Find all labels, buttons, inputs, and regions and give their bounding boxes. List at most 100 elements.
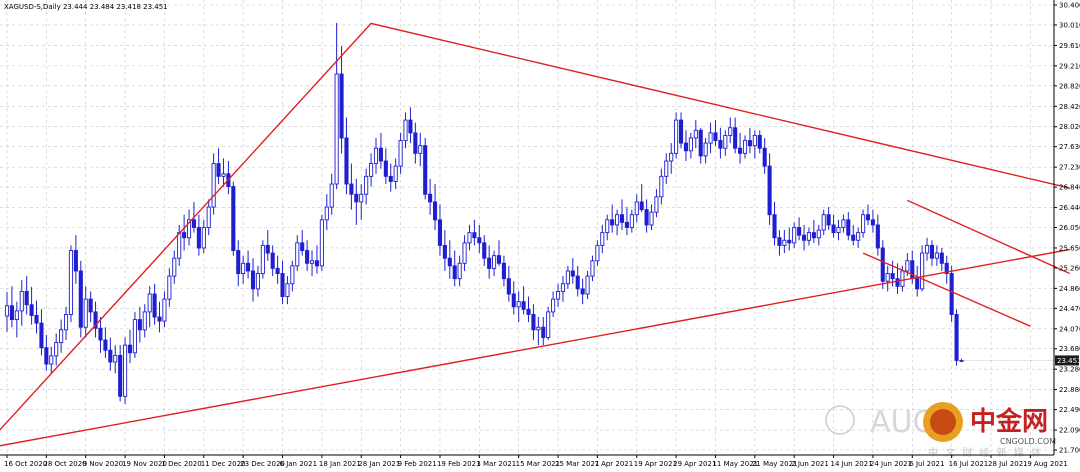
time-axis-label: 16 Oct 2020	[4, 460, 47, 468]
candle-body	[398, 140, 403, 167]
candle-body	[383, 160, 388, 177]
candle-body	[659, 175, 664, 198]
candle-body	[806, 232, 812, 241]
candle-body	[875, 224, 880, 249]
candle-body	[236, 250, 241, 274]
candle-body	[186, 219, 192, 239]
candle-body	[772, 214, 777, 239]
candle-body	[428, 193, 433, 203]
candle-body	[939, 252, 944, 264]
candle-body	[747, 140, 752, 147]
candle-body	[211, 163, 216, 208]
time-axis-label: 9 Feb 2021	[398, 460, 437, 468]
candle-body	[501, 262, 506, 280]
candle-body	[265, 244, 270, 254]
watermark-brand-cn: 中金网	[970, 406, 1048, 437]
candle-body	[452, 265, 457, 280]
candle-body	[551, 298, 556, 313]
candle-body	[496, 255, 502, 264]
candle-body	[506, 278, 511, 295]
candle-body	[910, 260, 915, 280]
candle-body	[59, 329, 64, 344]
candle-body	[639, 201, 644, 211]
candle-body	[516, 301, 521, 308]
price-axis-label: 25.260	[1059, 264, 1080, 272]
candle-body	[654, 196, 659, 213]
candle-body	[674, 119, 679, 154]
time-axis-label: 9 Aug 2021	[1027, 460, 1067, 468]
candle-body	[246, 262, 251, 272]
candle-body	[467, 232, 472, 244]
candle-body	[132, 319, 137, 354]
candle-body	[669, 152, 674, 162]
candle-body	[811, 232, 816, 239]
candle-body	[29, 304, 34, 316]
time-axis-label: 14 Jun 2021	[831, 460, 873, 468]
candle-body	[206, 206, 211, 228]
price-axis-label: 25.650	[1059, 244, 1080, 252]
price-axis-label: 30.010	[1059, 21, 1080, 29]
time-axis-label: 7 Apr 2021	[594, 460, 633, 468]
time-axis-label: 15 Mar 2021	[516, 460, 560, 468]
watermark-site: CNGOLD.COM	[1000, 437, 1056, 446]
candle-body	[865, 214, 871, 221]
candle-body	[295, 242, 300, 267]
candle-series	[4, 22, 964, 404]
candle-body	[472, 232, 477, 239]
candle-body	[482, 242, 487, 259]
candle-body	[738, 147, 743, 154]
candle-body	[649, 211, 654, 226]
time-axis-label: 21 May 2021	[752, 460, 798, 468]
candle-body	[920, 252, 925, 290]
candle-body	[270, 252, 275, 269]
candle-body	[718, 140, 723, 149]
time-axis-label: 19 Apr 2021	[634, 460, 677, 468]
candle-body	[890, 273, 895, 280]
candle-body	[78, 270, 83, 328]
candle-body	[610, 219, 615, 226]
candle-body	[959, 359, 964, 362]
candle-body	[241, 262, 246, 274]
candle-body	[49, 355, 54, 365]
candle-body	[14, 310, 19, 321]
candle-body	[354, 193, 359, 203]
price-axis: 30.400 30.010 29.610 29.210 28.820 28.420 28.0…	[1054, 2, 1080, 455]
candle-body	[836, 227, 841, 234]
candle-body	[831, 224, 836, 234]
chart-grid	[0, 0, 1054, 455]
candle-body	[619, 214, 625, 223]
price-axis-label: 24.470	[1059, 305, 1080, 313]
price-axis-label: 29.610	[1059, 42, 1080, 50]
trendline-lower-support	[0, 248, 1070, 447]
candle-body	[172, 257, 177, 277]
candle-body	[915, 278, 920, 290]
candle-body	[349, 183, 354, 195]
current-price-badge	[1055, 355, 1079, 366]
candle-body	[329, 183, 334, 208]
candle-body	[703, 142, 708, 157]
time-axis-label: 25 Mar 2021	[555, 460, 599, 468]
candle-body	[418, 145, 423, 154]
candle-body	[895, 278, 900, 287]
candle-body	[403, 119, 408, 141]
candle-body	[255, 273, 260, 290]
time-axis-label: 28 Jan 2021	[358, 460, 400, 468]
candle-body	[624, 221, 629, 228]
price-axis-label: 26.440	[1059, 204, 1080, 212]
time-axis-label: 16 Jul 2021	[949, 460, 989, 468]
candle-body	[408, 119, 413, 134]
price-axis-label: 27.230	[1059, 164, 1080, 172]
candle-body	[678, 119, 684, 144]
candle-body	[713, 132, 718, 141]
candle-body	[34, 315, 39, 324]
candle-body	[595, 244, 600, 262]
candle-body	[123, 344, 128, 397]
time-axis-label: 6 Jul 2021	[909, 460, 944, 468]
candle-body	[757, 134, 762, 149]
candle-body	[777, 237, 782, 246]
current-price-tag: 23.451	[964, 355, 1080, 366]
candle-body	[590, 260, 595, 277]
candle-body	[344, 137, 349, 185]
candle-body	[728, 127, 733, 136]
